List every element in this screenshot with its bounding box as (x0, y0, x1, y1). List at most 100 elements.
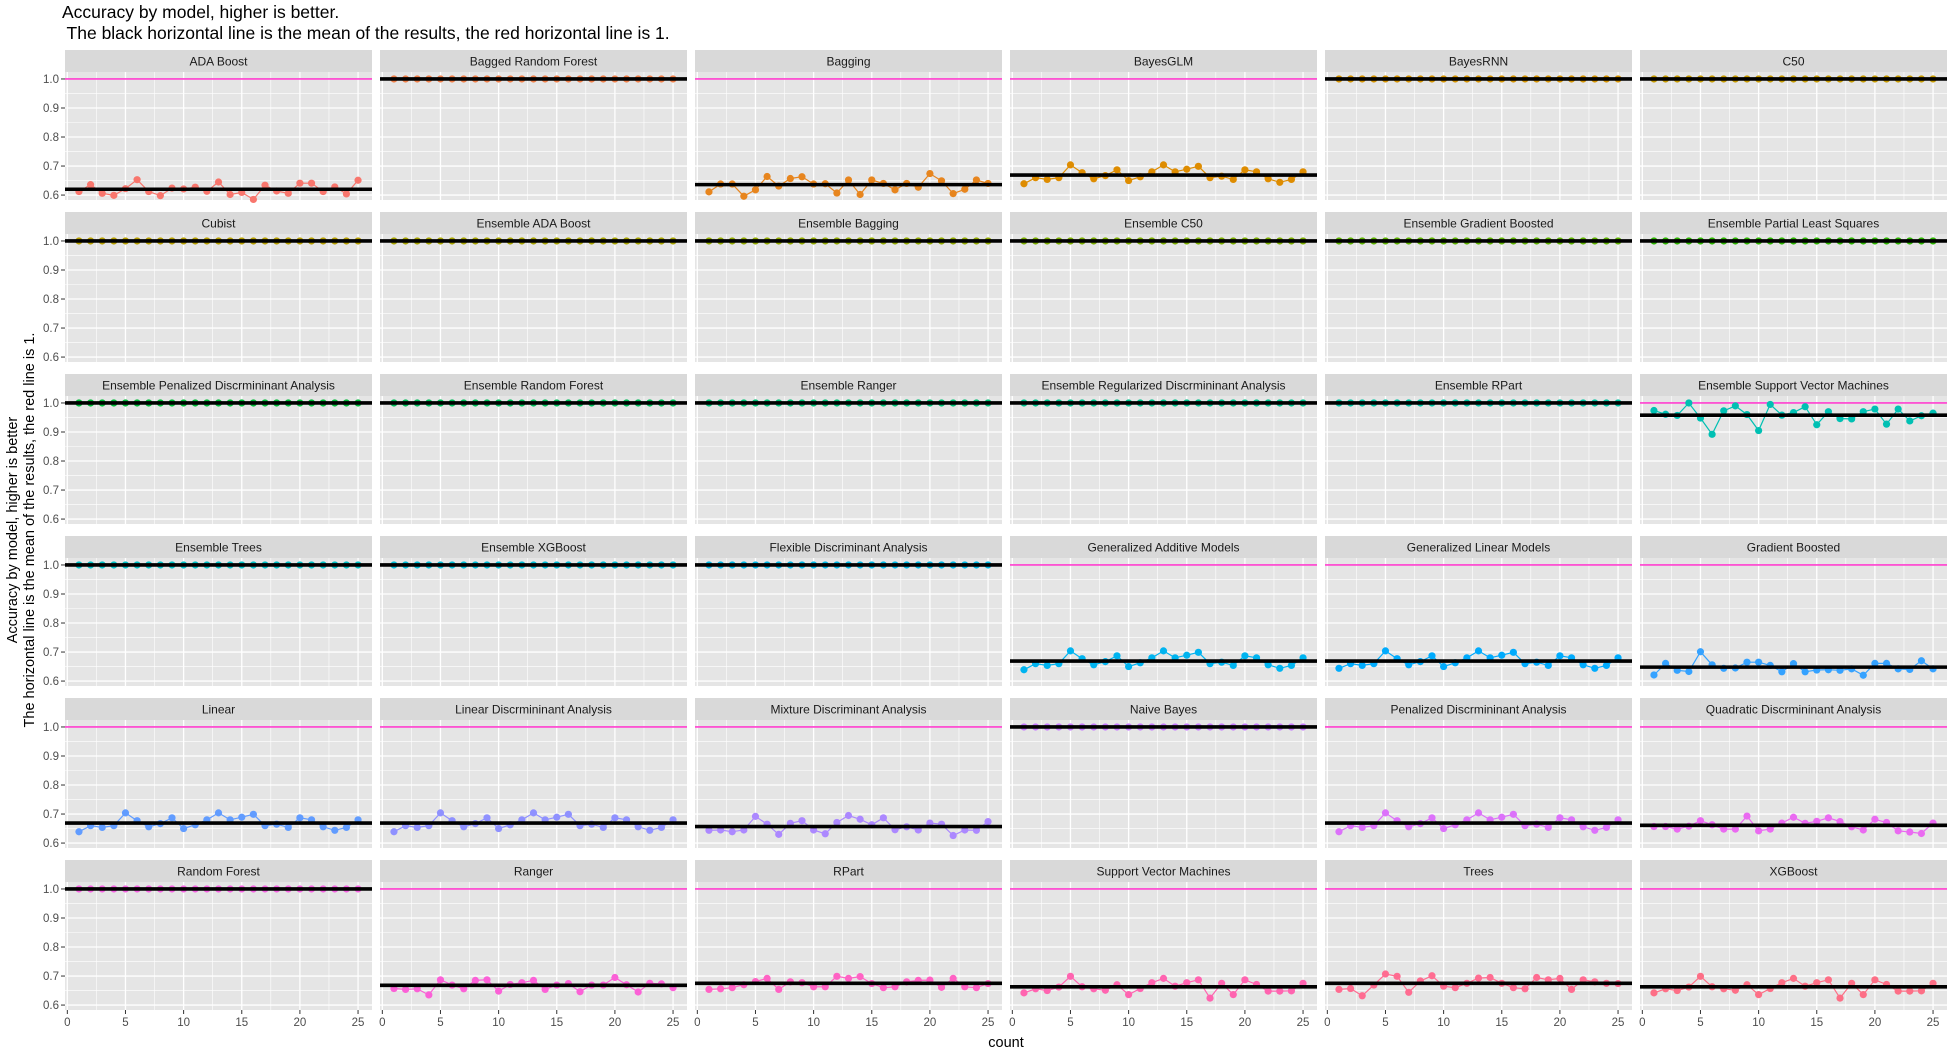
data-point (98, 189, 106, 197)
facet-title: Ensemble Support Vector Machines (1698, 379, 1889, 393)
facet-strip (1640, 50, 1947, 72)
x-tick-label: 15 (550, 1017, 563, 1029)
facet-strip (1640, 698, 1947, 720)
data-point (133, 176, 141, 184)
data-point (284, 823, 292, 831)
facet-title: Ensemble Penalized Discrmininant Analysi… (102, 379, 335, 393)
data-point (1066, 647, 1075, 655)
x-tick-label: 0 (64, 1017, 70, 1029)
data-point (786, 174, 794, 183)
facet-panel: Linear Discrmininant Analysis (380, 698, 687, 848)
data-point (1743, 812, 1751, 820)
data-point (1720, 407, 1728, 415)
facet-title: Trees (1463, 865, 1493, 879)
data-point (1755, 426, 1763, 435)
facet-strip (1325, 374, 1632, 396)
data-point (1043, 661, 1051, 669)
data-point (529, 809, 538, 817)
data-point (775, 830, 783, 838)
data-point (1276, 178, 1284, 186)
data-point (926, 169, 934, 178)
facet-strip (380, 860, 687, 882)
data-point (1183, 979, 1191, 987)
data-point (1113, 652, 1121, 660)
data-point (599, 823, 607, 831)
data-point (1474, 647, 1483, 655)
data-point (1358, 992, 1366, 1000)
data-point (984, 817, 992, 826)
data-point (1894, 987, 1902, 995)
data-point (342, 190, 351, 198)
data-point (1673, 825, 1681, 833)
y-tick-label: 0.6 (43, 676, 59, 688)
data-point (1194, 162, 1202, 170)
data-point (1906, 828, 1914, 836)
facet-title: Random Forest (177, 865, 260, 879)
data-point (75, 828, 83, 836)
subtitle-line: The black horizontal line is the mean of… (62, 23, 670, 43)
data-point (261, 181, 269, 189)
facet-panel: Bagged Random Forest (380, 50, 687, 200)
data-point (1276, 987, 1284, 995)
y-tick-label: 0.6 (43, 1000, 59, 1012)
data-point (1194, 976, 1202, 984)
facet-panel: Generalized Additive Models (1010, 536, 1317, 686)
data-point (529, 976, 538, 984)
data-point (705, 188, 713, 196)
facet-title: Ensemble XGBoost (481, 541, 586, 555)
facet-panel: Ensemble ADA Boost (380, 212, 687, 362)
chart-title: Accuracy by model, higher is better. The… (62, 2, 670, 44)
data-point (1859, 991, 1867, 999)
facet-panel: Ranger 0 5 10 15 20 25 (379, 860, 687, 1029)
facet-strip (65, 536, 372, 558)
data-point (354, 176, 362, 184)
data-point (1836, 994, 1844, 1002)
facet-strip (1325, 536, 1632, 558)
data-point (1778, 979, 1786, 987)
data-point (1428, 972, 1436, 980)
data-point (1650, 406, 1658, 415)
x-tick-label: 0 (1639, 1017, 1645, 1029)
data-point (110, 191, 118, 199)
facet-strip (1010, 536, 1317, 558)
data-point (1708, 430, 1716, 438)
y-tick-label: 1.0 (43, 884, 59, 896)
data-point (1789, 974, 1798, 982)
data-point (576, 988, 584, 996)
data-point (1498, 813, 1506, 821)
y-tick-label: 1.0 (43, 398, 59, 410)
facet-panel: C50 (1640, 50, 1947, 200)
data-point (1743, 658, 1751, 666)
data-point (728, 828, 736, 836)
data-point (1556, 652, 1564, 660)
facet-strip (695, 50, 1002, 72)
data-point (634, 988, 642, 996)
data-point (972, 176, 981, 184)
facet-strip (1325, 698, 1632, 720)
facet-panel: BayesGLM (1010, 50, 1317, 200)
data-point (949, 831, 957, 840)
data-point (1579, 823, 1587, 831)
x-tick-label: 5 (437, 1017, 443, 1029)
data-point (611, 814, 619, 822)
data-point (1801, 403, 1809, 411)
data-point (307, 179, 316, 187)
data-point (401, 985, 410, 993)
y-tick-label: 0.9 (43, 103, 59, 115)
y-tick-label: 1.0 (43, 722, 59, 734)
data-point (425, 991, 433, 999)
data-point (483, 814, 491, 822)
x-tick-label: 5 (1382, 1017, 1388, 1029)
facet-panel: Ensemble Regularized Discrmininant Analy… (1010, 374, 1317, 524)
facet-title: Bagged Random Forest (470, 55, 598, 69)
data-point (1241, 976, 1249, 984)
data-point (1894, 827, 1902, 835)
data-point (821, 830, 829, 838)
facet-title: Ensemble Ranger (800, 379, 896, 393)
data-point (1020, 180, 1028, 188)
data-point (1346, 984, 1355, 993)
data-point (121, 809, 130, 817)
facet-panel: ADA Boost 0.6 0.7 0.8 0.9 1.0 (43, 50, 372, 204)
data-point (284, 189, 292, 197)
facet-panel: RPart 0 5 10 15 20 25 (694, 860, 1002, 1029)
